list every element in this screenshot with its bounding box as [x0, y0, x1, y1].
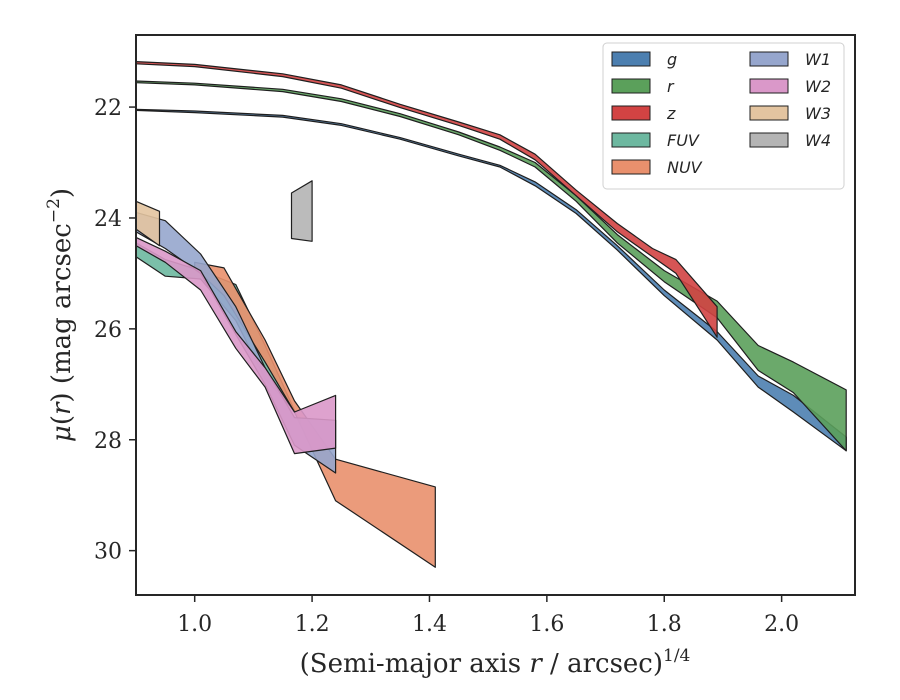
- y-axis-label-unit: ) (mag arcsec: [47, 223, 77, 402]
- series-band-z: [136, 60, 718, 338]
- y-axis-label: μ(r) (mag arcsec−2): [44, 188, 77, 442]
- legend-label-w2: W2: [805, 77, 831, 96]
- y-axis: 22 24 26 28 30: [94, 96, 136, 565]
- legend-swatch-g: [611, 51, 651, 67]
- series-band-w4: [290, 180, 313, 242]
- x-axis-label-exp: 1/4: [663, 646, 690, 666]
- y-axis-label-paren: (: [47, 415, 77, 425]
- y-tick-label: 24: [94, 207, 122, 232]
- y-axis-label-r: r: [47, 401, 77, 415]
- legend-swatch-w1: [749, 51, 789, 67]
- y-tick-label: 30: [94, 540, 122, 565]
- x-tick-label: 1.2: [295, 612, 330, 637]
- series-band-w2: [136, 236, 337, 455]
- series-areas: [136, 60, 847, 568]
- y-axis-label-var: μ: [47, 425, 77, 442]
- y-tick-label: 26: [94, 318, 122, 343]
- x-axis-label-main: (Semi-major axis: [300, 649, 530, 679]
- legend-label-w1: W1: [805, 50, 831, 69]
- y-tick-label: 22: [94, 96, 122, 121]
- series-band-w3: [136, 200, 161, 247]
- legend-swatch-w3: [749, 105, 789, 121]
- legend-label-z: z: [666, 104, 676, 123]
- legend-label-g: g: [667, 50, 677, 69]
- series-band-r: [136, 80, 847, 452]
- legend-swatch-w2: [749, 78, 789, 94]
- legend-label-w3: W3: [805, 104, 831, 123]
- legend-label-fuv: FUV: [667, 131, 700, 150]
- legend-swatch-nuv: [611, 159, 651, 175]
- x-axis: 1.0 1.2 1.4 1.6 1.8 2.0: [177, 595, 799, 637]
- x-tick-label: 1.0: [177, 612, 212, 637]
- x-tick-label: 1.6: [529, 612, 564, 637]
- x-tick-label: 2.0: [764, 612, 799, 637]
- legend-swatch-z: [611, 105, 651, 121]
- y-axis-label-exp: −2: [44, 198, 64, 223]
- legend-swatch-w4: [749, 132, 789, 148]
- legend-label-nuv: NUV: [667, 158, 703, 177]
- legend-swatch-fuv: [611, 132, 651, 148]
- x-axis-label: (Semi-major axis r / arcsec)1/4: [300, 646, 691, 679]
- x-tick-label: 1.4: [412, 612, 447, 637]
- y-tick-label: 28: [94, 429, 122, 454]
- x-axis-label-var: r: [529, 649, 543, 679]
- legend: grz FUV NUV W1 W2 W3 W4: [602, 42, 845, 190]
- x-axis-label-unit: / arcsec): [542, 649, 663, 679]
- legend-label-r: r: [667, 77, 675, 96]
- legend-swatch-r: [611, 78, 651, 94]
- x-tick-label: 1.8: [647, 612, 682, 637]
- plot-frame: [135, 34, 856, 596]
- legend-label-w4: W4: [805, 131, 831, 150]
- y-axis-label-close: ): [47, 188, 77, 198]
